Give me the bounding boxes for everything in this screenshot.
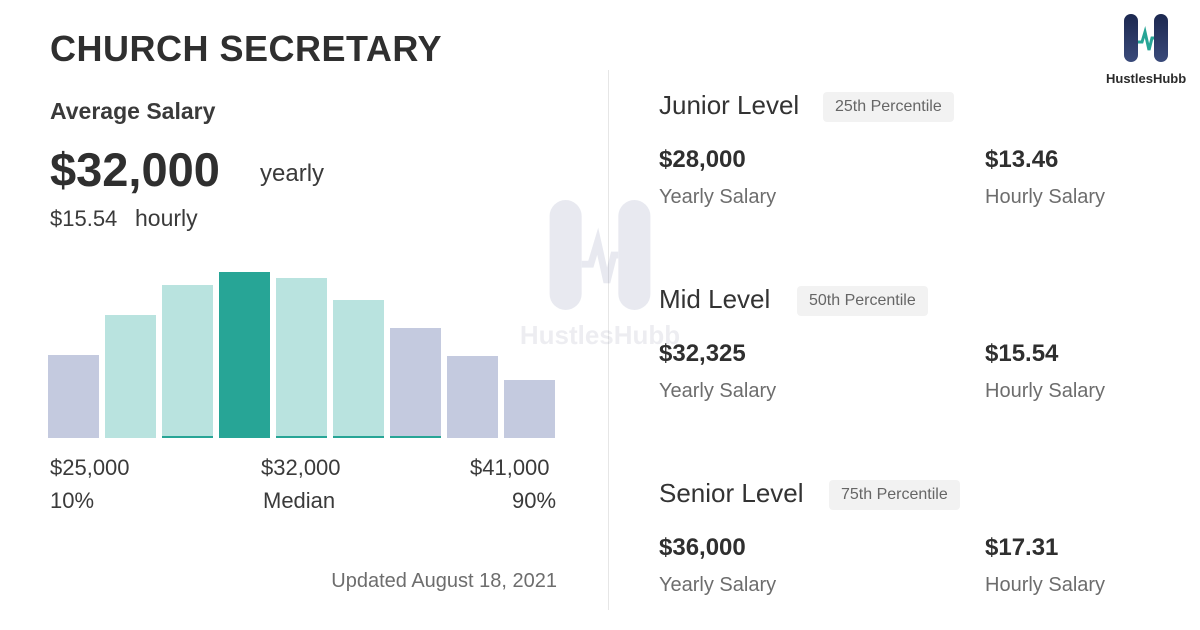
average-salary-label: Average Salary — [50, 98, 216, 124]
percentile-badge: 75th Percentile — [829, 480, 960, 510]
histogram-bar — [276, 278, 327, 438]
histogram-bar-underline — [390, 436, 441, 438]
chart-low-value: $25,000 — [50, 455, 130, 480]
histogram-bar — [447, 356, 498, 438]
level-hourly-value: $15.54 — [985, 340, 1059, 367]
brand-name: HustlesHubb — [1106, 71, 1187, 86]
chart-median-value: $32,000 — [261, 455, 341, 480]
chart-high-value: $41,000 — [470, 455, 550, 480]
histogram-bar — [390, 328, 441, 438]
chart-median-label: Median — [263, 488, 336, 513]
level-title: Mid Level — [659, 284, 771, 314]
hustleshubb-watermark-icon — [549, 200, 651, 310]
section-divider — [608, 70, 609, 610]
level-hourly-caption: Hourly Salary — [985, 380, 1106, 402]
level-hourly-value: $17.31 — [985, 534, 1059, 561]
level-hourly-caption: Hourly Salary — [985, 186, 1106, 208]
histogram-bar — [105, 315, 156, 438]
brand-logo[interactable]: HustlesHubb — [1106, 12, 1186, 86]
histogram-bar — [219, 272, 270, 438]
chart-high-percent: 90% — [512, 488, 557, 513]
level-hourly-caption: Hourly Salary — [985, 574, 1106, 596]
level-yearly-caption: Yearly Salary — [659, 380, 777, 402]
histogram-bar-underline — [276, 436, 327, 438]
level-yearly-value: $32,325 — [659, 340, 746, 367]
percentile-badge: 25th Percentile — [823, 92, 954, 122]
average-hourly-value: $15.54 — [50, 206, 118, 231]
level-title: Senior Level — [659, 478, 804, 508]
level-yearly-value: $36,000 — [659, 534, 746, 561]
salary-distribution-chart — [48, 272, 555, 438]
chart-low-percent: 10% — [50, 488, 95, 513]
level-title: Junior Level — [659, 90, 800, 120]
average-yearly-value: $32,000 — [50, 143, 220, 196]
hustleshubb-logo-icon — [1124, 14, 1168, 62]
histogram-bar — [504, 380, 555, 438]
level-yearly-caption: Yearly Salary — [659, 186, 777, 208]
updated-date: Updated August 18, 2021 — [331, 570, 557, 592]
average-hourly-unit: hourly — [135, 205, 198, 231]
page-title: CHURCH SECRETARY — [50, 28, 443, 69]
watermark: HustlesHubb — [510, 195, 690, 351]
average-yearly-unit: yearly — [260, 160, 325, 187]
histogram-bar-underline — [333, 436, 384, 438]
level-yearly-value: $28,000 — [659, 146, 746, 173]
histogram-bar-underline — [162, 436, 213, 438]
histogram-bar — [333, 300, 384, 438]
histogram-bar — [48, 355, 99, 438]
watermark-text: HustlesHubb — [519, 320, 681, 350]
level-yearly-caption: Yearly Salary — [659, 574, 777, 596]
percentile-badge: 50th Percentile — [797, 286, 928, 316]
histogram-bar — [162, 285, 213, 438]
level-hourly-value: $13.46 — [985, 146, 1059, 173]
